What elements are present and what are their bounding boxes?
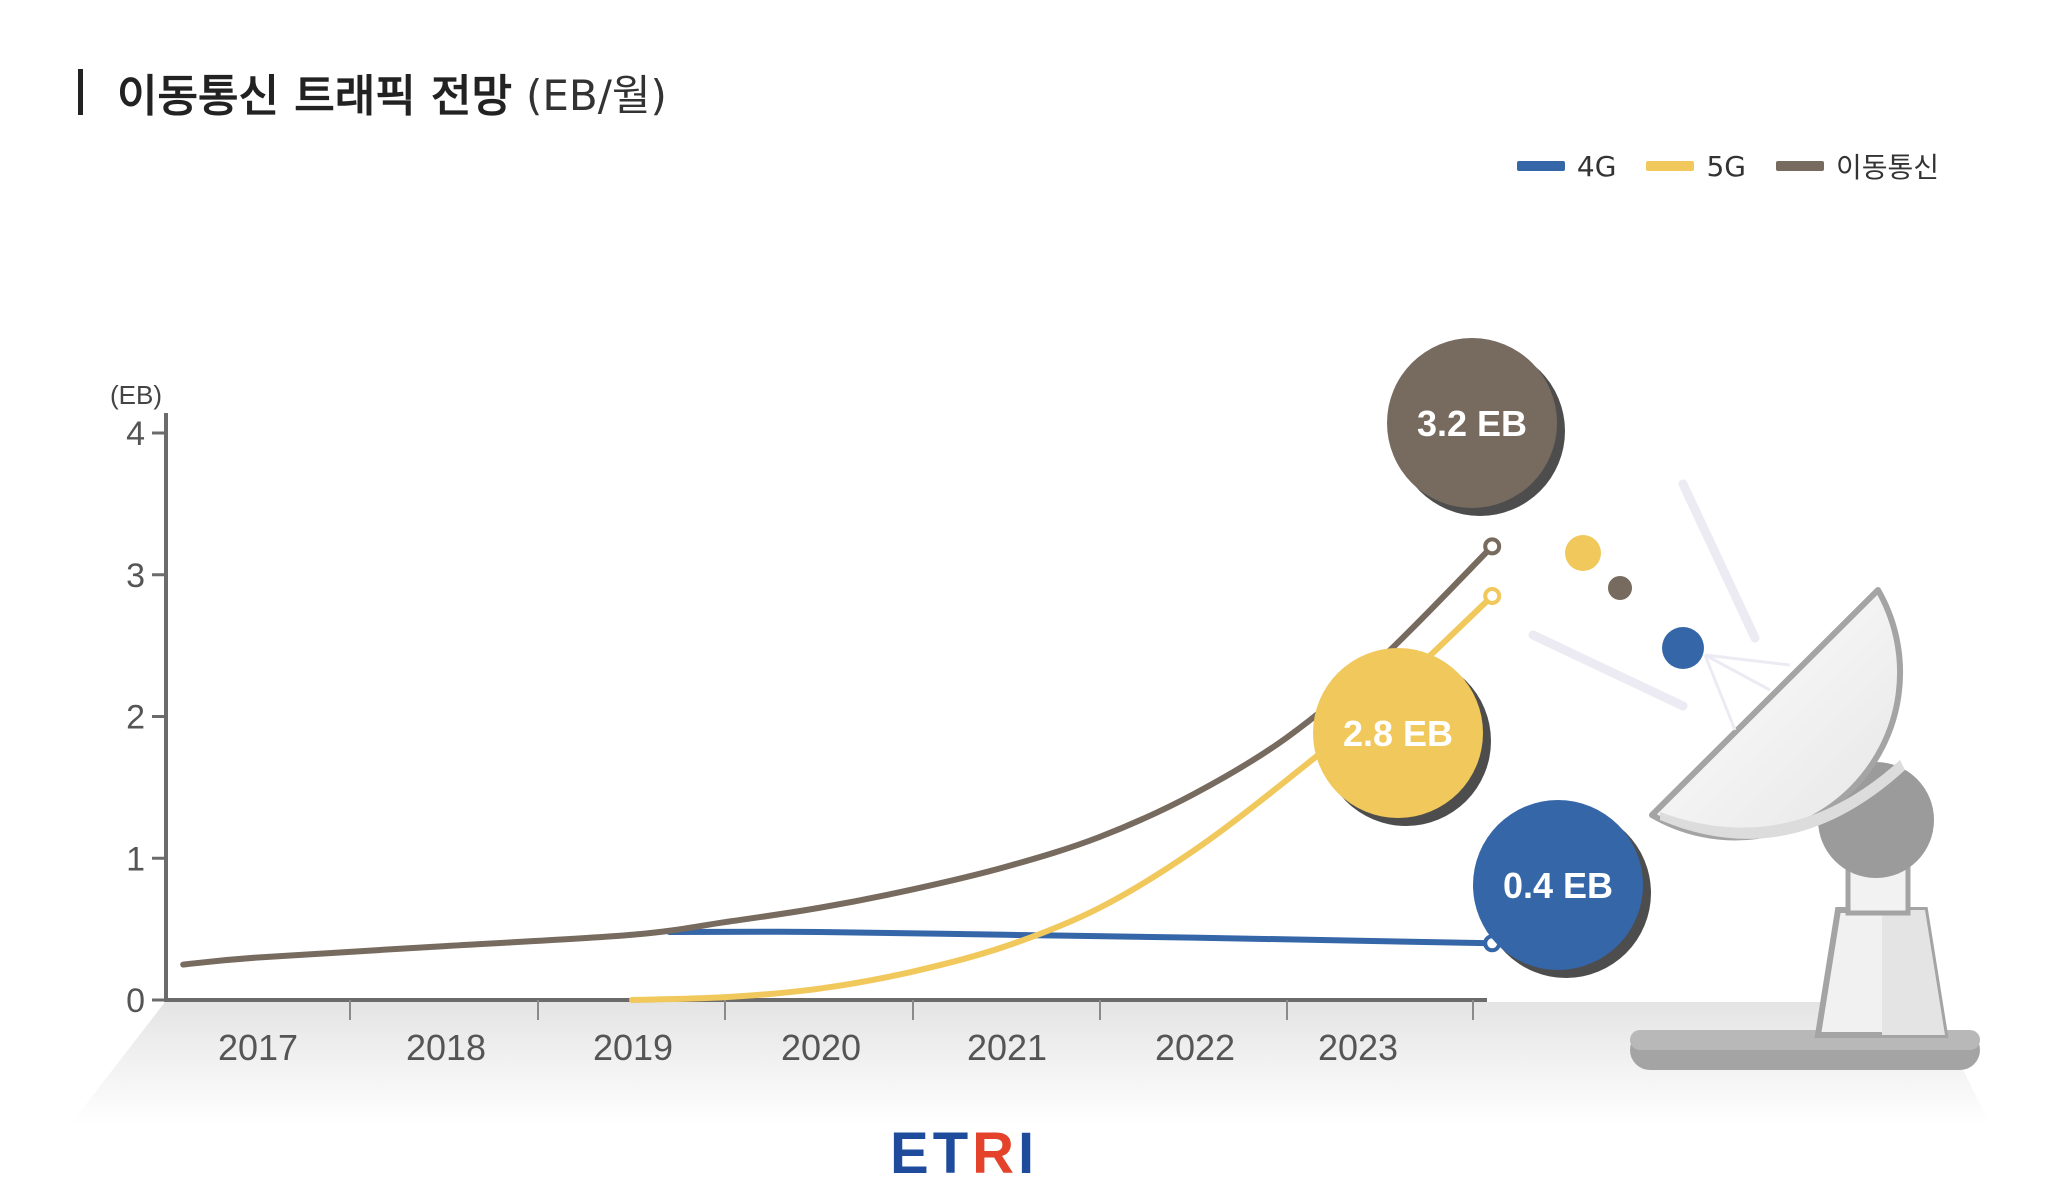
floor-shadow (70, 1002, 1990, 1125)
series-endpoint-5g (1483, 587, 1502, 606)
chart-title: 이동통신 트래픽 전망 (EB/월) (78, 62, 667, 122)
legend-item-4g: 4G (1516, 149, 1617, 183)
y-tick-label-2: 2 (126, 699, 145, 737)
x-tick-label-2023: 2023 (1318, 1027, 1398, 1068)
legend-swatch-4g (1516, 161, 1565, 171)
chart-legend: 4G 5G 이동통신 (1487, 146, 1939, 186)
legend-item-mobile: 이동통신 (1775, 146, 1939, 186)
y-tick-label-3: 3 (126, 557, 145, 595)
series-lines (180, 537, 1502, 1003)
y-tick-label-1: 1 (126, 840, 145, 878)
x-tick-label-2020: 2020 (781, 1027, 861, 1068)
y-tick-label-0: 0 (126, 982, 145, 1020)
x-tick-label-2021: 2021 (967, 1027, 1047, 1068)
x-tick-label-2018: 2018 (406, 1027, 486, 1068)
series-line-mobile (180, 543, 1496, 968)
legend-swatch-mobile (1775, 161, 1824, 171)
y-tick-label-4: 4 (126, 415, 145, 453)
x-axis-ticks: 2017 2018 2019 2020 2021 2022 2023 (218, 1000, 1474, 1068)
x-tick-label-2019: 2019 (593, 1027, 673, 1068)
value-bubble-5g: 2.8 EB (1313, 648, 1491, 826)
value-bubble-circle (1313, 648, 1483, 818)
value-bubble-circle (1387, 338, 1557, 508)
legend-item-5g: 5G (1646, 150, 1746, 183)
legend-swatch-5g (1646, 161, 1695, 171)
title-accent-bar (78, 69, 83, 115)
logo-letter-r: R (972, 1121, 1019, 1186)
value-bubble-label-5g: 2.8 EB (1343, 713, 1453, 754)
value-bubble-circle (1473, 800, 1643, 970)
x-tick-label-2017: 2017 (218, 1027, 298, 1068)
value-bubbles: 3.2 EB 2.8 EB 0.4 EB (1313, 338, 1651, 978)
chart-title-unit: (EB/월) (525, 70, 667, 120)
legend-label-5g: 5G (1706, 149, 1746, 183)
value-bubble-label-mobile: 3.2 EB (1417, 403, 1527, 444)
decor-dot-4g (1662, 627, 1704, 669)
logo-letter-e: E (890, 1121, 933, 1186)
series-line-4g (666, 928, 1496, 947)
logo-letter-i: I (1018, 1121, 1039, 1186)
legend-label-4g: 4G (1576, 149, 1617, 183)
value-bubble-label-4g: 0.4 EB (1503, 865, 1613, 906)
x-tick-label-2022: 2022 (1155, 1027, 1235, 1068)
value-bubble-4g: 0.4 EB (1473, 800, 1651, 978)
series-endpoint-mobile (1483, 537, 1502, 556)
decor-dot-5g (1565, 535, 1601, 571)
etri-logo: ETRI (890, 1120, 1038, 1187)
logo-letter-t: T (932, 1121, 973, 1186)
satellite-dish-illustration (1528, 479, 1980, 1070)
legend-label-mobile: 이동통신 (1835, 151, 1939, 184)
chart-title-main: 이동통신 트래픽 전망 (117, 71, 512, 122)
value-bubble-mobile: 3.2 EB (1387, 338, 1565, 516)
y-axis-ticks: 0 1 2 3 4 (126, 415, 166, 1020)
decor-dot-mobile (1608, 576, 1632, 600)
y-axis-unit-label: (EB) (110, 380, 162, 410)
